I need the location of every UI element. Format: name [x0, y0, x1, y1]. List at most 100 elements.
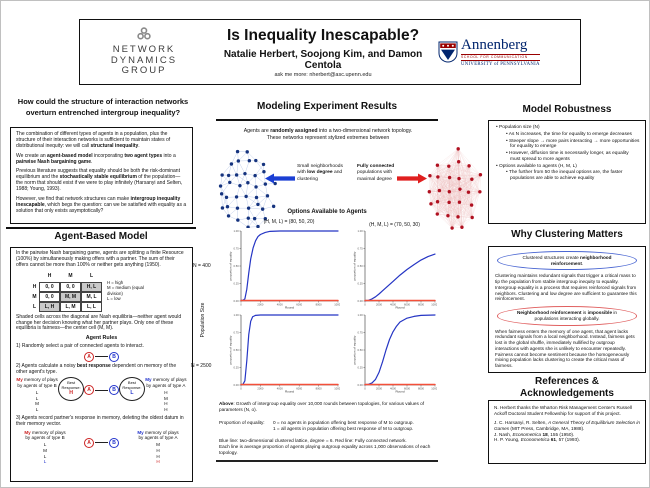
options-available-heading: Options Available to Agents	[287, 209, 367, 215]
rule-2-diagram: My memory of plays by agents of type B L…	[16, 377, 187, 412]
small-neighborhoods-label: Small neighborhoods with low degree and …	[297, 164, 343, 182]
agent-b-node: B	[109, 385, 119, 396]
agent-pair-diagram: A B	[84, 385, 119, 396]
memory-label-left: My memory of plays by agents of type B	[24, 429, 66, 441]
annenberg-school-line: SCHOOL FOR COMMUNICATION	[461, 53, 540, 61]
bubble-value: H	[69, 390, 73, 397]
svg-text:0: 0	[240, 386, 242, 390]
legend-high: H = high	[107, 279, 124, 285]
chart-caption-above: Above: Growth of intergroup equality ove…	[219, 401, 425, 412]
left-arrow-icon	[265, 171, 295, 189]
svg-text:0: 0	[240, 302, 242, 306]
svg-text:0.25: 0.25	[233, 366, 239, 370]
best-response-bubble-right: Best Response: L	[119, 377, 145, 402]
svg-text:1.00: 1.00	[233, 313, 239, 317]
svg-text:2000: 2000	[376, 302, 382, 306]
proportion-line-1: 1 = all agents in population offering be…	[273, 425, 414, 431]
memory-label-right: My memory of plays by agents of type A	[137, 429, 179, 441]
agent-link	[95, 356, 108, 358]
matrix-col-header: L	[89, 272, 94, 279]
middle-heading-rule	[216, 119, 438, 121]
robustness-bullet: Options available to agents (H, M, L)	[499, 164, 640, 170]
matrix-row-label: M	[32, 293, 37, 300]
svg-text:4000: 4000	[277, 302, 283, 306]
svg-text:0.75: 0.75	[357, 247, 363, 251]
matrix-col-header: H	[47, 272, 52, 279]
agent-link	[95, 442, 108, 444]
svg-text:2000: 2000	[257, 302, 263, 306]
svg-text:0.50: 0.50	[357, 348, 363, 352]
svg-text:proportion of equality: proportion of equality	[353, 335, 357, 364]
svg-text:2000: 2000	[257, 386, 263, 390]
svg-text:0.50: 0.50	[357, 264, 363, 268]
matrix-cell-equilibrium: L, H	[39, 301, 60, 312]
topology-intro-text: Agents are randomly assigned into a two-…	[243, 128, 413, 141]
matrix-cell-equilibrium: M, M	[60, 291, 81, 302]
robustness-subbullet: As N increases, the time for equality to…	[509, 132, 640, 138]
line-legend-line-1: Each line is average proportion of agent…	[219, 443, 431, 455]
intro-paragraph-1: The combination of different types of ag…	[16, 131, 171, 149]
rule-1-text: 1) Randomly select a pair of connected a…	[16, 342, 144, 349]
svg-text:10000: 10000	[334, 302, 340, 306]
line-legend-note: Blue line: two-dimensional clustered lat…	[219, 438, 447, 456]
svg-text:proportion of equality: proportion of equality	[229, 251, 233, 280]
svg-text:2000: 2000	[376, 386, 382, 390]
line-legend-line-0: Blue line: two-dimensional clustered lat…	[219, 438, 407, 443]
fully-connected-network-diagram	[425, 147, 485, 233]
svg-text:0.50: 0.50	[233, 348, 239, 352]
svg-text:1.00: 1.00	[357, 313, 363, 317]
abm-paragraph-1: In the pairwise Nash bargaining game, ag…	[16, 250, 184, 268]
clustered-lattice-network-diagram	[216, 147, 278, 233]
ndg-logo-line: GROUP	[121, 65, 167, 77]
research-question-heading: How could the structure of interaction n…	[17, 97, 189, 117]
matrix-legend: H = high M = medium (equal division) L =…	[107, 272, 159, 312]
rule-2-text: 2) Agents calculate a noisy best respons…	[16, 362, 177, 375]
svg-text:Round: Round	[285, 306, 294, 310]
poster-title: Is Inequality Inescapable?	[226, 26, 420, 44]
agent-link	[95, 389, 108, 391]
clustering-claim-oval: Clustered structures create neighborhood…	[497, 251, 637, 271]
svg-text:4000: 4000	[277, 386, 283, 390]
svg-text:0.25: 0.25	[233, 282, 239, 286]
svg-text:0.50: 0.50	[233, 264, 239, 268]
rule-3-text: 3) Agents record partner's response in m…	[16, 414, 184, 427]
svg-text:Round: Round	[285, 390, 294, 394]
svg-text:Round: Round	[395, 390, 404, 394]
matrix-cell: 0, 0	[39, 281, 60, 292]
svg-text:8000: 8000	[316, 386, 322, 390]
agent-rules-heading: Agent Rules	[85, 335, 118, 342]
title-block: Is Inequality Inescapable? Natalie Herbe…	[208, 27, 438, 78]
svg-text:4000: 4000	[390, 386, 396, 390]
svg-text:0: 0	[364, 386, 366, 390]
svg-text:0.00: 0.00	[233, 299, 239, 303]
svg-text:6000: 6000	[296, 302, 302, 306]
reference-entry: J. C. Harsanyi, R. Selten, A General The…	[494, 419, 640, 431]
svg-text:8000: 8000	[418, 302, 424, 306]
proportion-definition: Proportion of equality: 0 = no agents in…	[219, 420, 449, 432]
proportion-lines: 0 = no agents in population offering bes…	[273, 420, 414, 432]
abm-paragraph-2: Shaded cells across the diagonal are Nas…	[16, 313, 182, 332]
memory-column-right: My memory of plays by agents of type A H…	[145, 377, 187, 412]
matrix-cell: M, L	[81, 291, 102, 302]
chart-row-label-n400: N = 400	[193, 263, 211, 269]
matrix-cell: 0, 0	[60, 281, 81, 292]
svg-text:proportion of equality: proportion of equality	[229, 335, 233, 364]
matrix-cell-equilibrium: H, L	[81, 281, 102, 292]
matrix-row-label: H	[32, 283, 37, 290]
bubble-label: Best Response:	[61, 380, 81, 390]
svg-text:6000: 6000	[404, 302, 410, 306]
svg-text:6000: 6000	[296, 386, 302, 390]
robustness-subbullet: Steeper slope → more pairs interacting →…	[509, 139, 640, 151]
agent-b-node: B	[109, 437, 119, 448]
acknowledgement-text: N. Herbert thanks the Wharton Risk Manag…	[494, 405, 632, 416]
intro-paragraph-3: Previous literature suggests that equali…	[16, 168, 183, 193]
bubble-label: Best Response:	[122, 380, 142, 390]
best-response-bubble-left: Best Response: H	[58, 377, 84, 402]
global-mixing-paragraph: When fairness enters the memory of one a…	[495, 328, 635, 369]
right-arrow-icon	[397, 171, 427, 189]
svg-text:0.00: 0.00	[233, 383, 239, 387]
memory-column-left: My memory of plays by agents of type B L…	[16, 377, 58, 412]
rule-3-diagram: My memory of plays by agents of type B L…	[22, 430, 181, 465]
